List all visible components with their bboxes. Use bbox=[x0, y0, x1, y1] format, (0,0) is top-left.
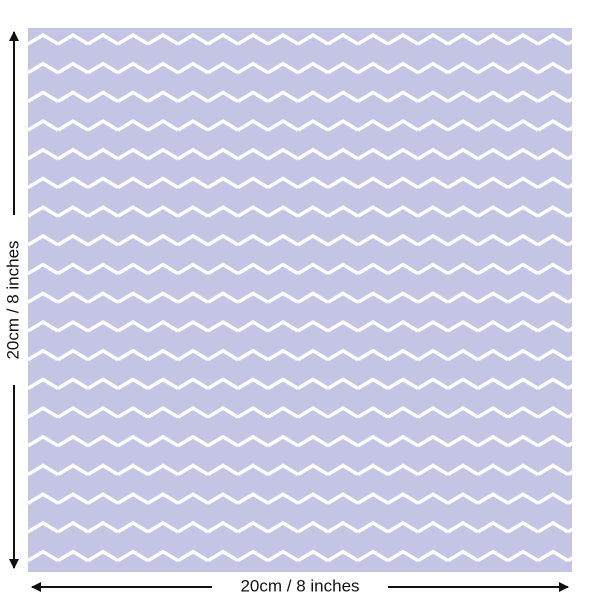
chevron-pattern bbox=[28, 28, 572, 572]
height-label: 20cm / 8 inches bbox=[3, 240, 22, 359]
width-label: 20cm / 8 inches bbox=[240, 576, 359, 595]
